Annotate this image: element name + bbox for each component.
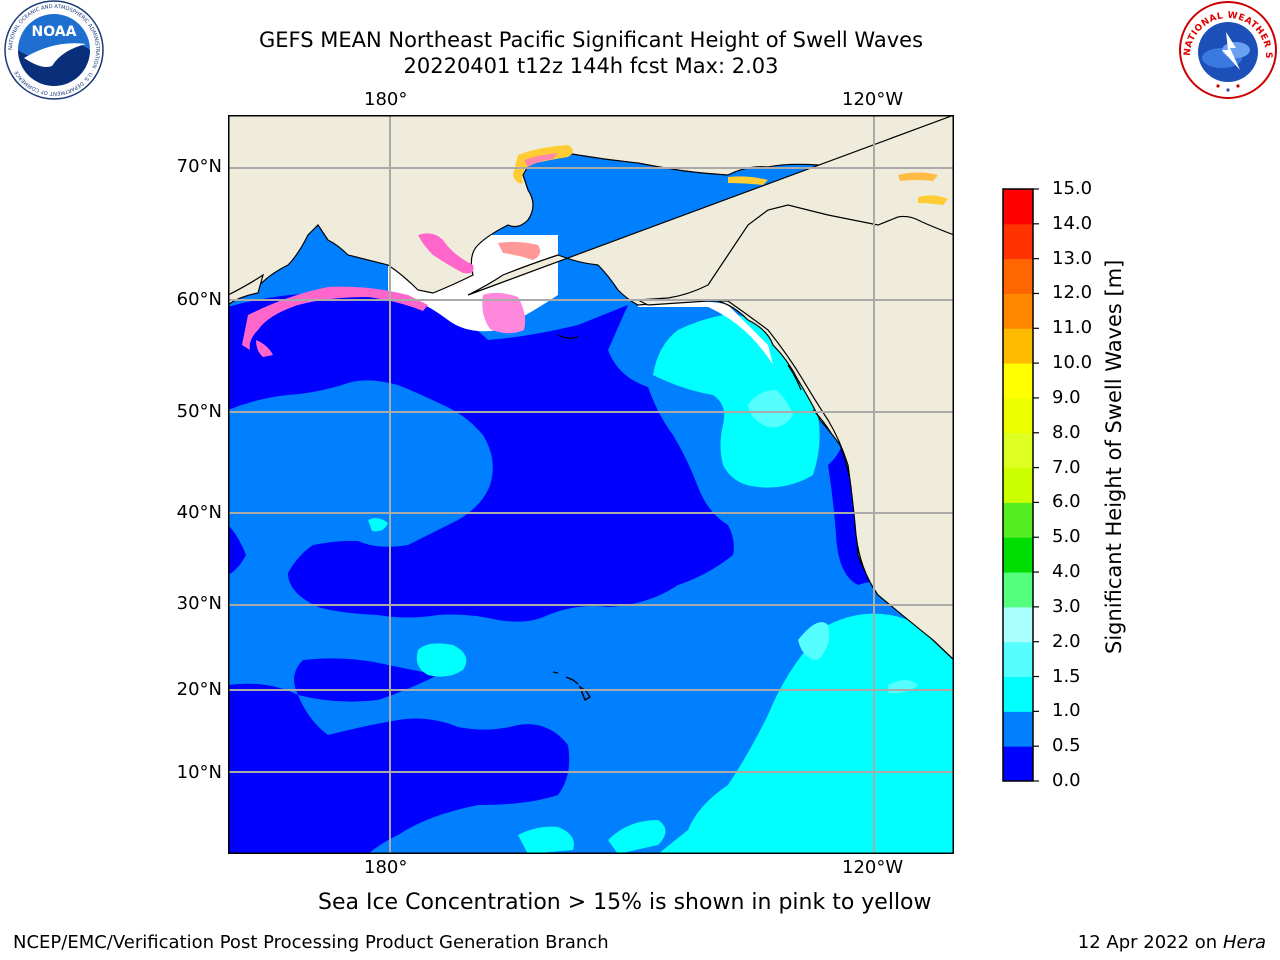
wave-band-mid-patch-1 [416,643,467,677]
noaa-wordmark: NOAA [32,24,77,40]
colorbar-band [1003,223,1033,260]
colorbar-tick-label: 15.0 [1052,178,1093,199]
lon-label-bottom-120w: 120°W [842,857,904,878]
sea-ice-chukchi-2 [524,153,558,167]
colorbar-band [1003,572,1033,608]
footer-host: Hera [1222,932,1266,953]
land-alaska-siberia [228,115,954,296]
sea-ice-kamchatka [256,340,273,357]
footer-date-text: 12 Apr 2022 on [1077,932,1223,953]
land-hawaii-2 [565,676,579,685]
colorbar-tick-label: 3.0 [1052,595,1081,617]
colorbar-band [1003,502,1033,538]
chart-subtitle: 20220401 t12z 144h fcst Max: 2.03 [403,54,779,78]
map-panel [228,115,954,858]
colorbar-band [1003,641,1033,678]
lat-label-20n: 20°N [176,679,222,700]
wave-band-low-north [228,293,734,622]
map-frame [228,115,954,854]
lon-label-bottom-180: 180° [364,857,408,878]
colorbar-band [1003,467,1033,503]
sea-ice-norton-2 [498,241,541,260]
lat-label-50n: 50°N [176,401,222,422]
colorbar-band [1003,397,1033,434]
sea-ice-note-text: Sea Ice Concentration > 15% is shown in … [318,890,932,915]
colorbar-tick-label: 1.5 [1052,665,1081,687]
colorbar-band [1003,363,1033,399]
graticule [228,115,954,854]
colorbar-label: Significant Height of Swell Waves [m] [1102,259,1126,654]
colorbar-tick-label: 6.0 [1052,491,1081,513]
sea-ice-chukchi-1 [513,145,573,184]
colorbar-frame [1002,188,1034,782]
sea-ice [242,145,948,357]
land-chukotka-cape [228,273,265,306]
wave-band-mid-swell [653,314,820,488]
colorbar-tick-label: 10.0 [1052,352,1093,374]
colorbar-band [1003,746,1033,782]
lat-label-40n: 40°N [176,502,222,523]
lat-label-10n: 10°N [176,762,222,783]
wave-band-mid-east [658,613,954,854]
land-aleutian-1 [557,334,579,339]
lat-label-60n: 60°N [176,289,222,310]
wave-band-low-south [228,683,570,854]
colorbar-tick-label: 14.0 [1052,212,1093,234]
sea-ice-arctic-east [898,172,938,181]
nws-logo: NATIONAL WEATHER SERVICE [1174,0,1278,104]
sea-ice-bristol [482,292,526,334]
colorbar-band [1003,293,1033,329]
chart-title: GEFS MEAN Northeast Pacific Significant … [258,28,924,52]
sea-ice-arctic-east-2 [918,195,948,205]
colorbar-tick-label: 11.0 [1052,317,1093,339]
colorbar-band [1003,676,1033,712]
colorbar-tick-label: 5.0 [1052,526,1081,548]
colorbar-tick-label: 1.0 [1052,700,1081,722]
wave-band-high-1 [748,390,793,428]
colorbar-tick-label: 2.0 [1052,630,1081,652]
footer-date: 12 Apr 2022 on Hera [1078,932,1266,953]
colorbar-tick-label: 13.0 [1052,247,1093,269]
wave-band-mid-patch-4 [368,518,388,532]
colorbar-band [1003,328,1033,364]
colorbar-band [1003,189,1033,225]
lat-label-70n: 70°N [176,156,222,177]
wave-band-mid-patch-2 [518,826,574,854]
ocean-mask-coast [638,301,773,365]
colorbar-tick-label: 7.0 [1052,456,1081,478]
lat-label-30n: 30°N [176,593,222,614]
wave-band-low-north-2 [228,410,246,575]
lon-label-top-180: 180° [364,89,408,110]
land-hawaii-1 [552,671,559,674]
colorbar-band [1003,432,1033,469]
colorbar-band [1003,258,1033,294]
noaa-logo: NATIONAL OCEANIC AND ATMOSPHERIC ADMINIS… [2,0,106,104]
sea-ice-norton [418,233,474,274]
colorbar-band [1003,606,1033,643]
wave-band-high-2 [798,622,830,660]
wave-band-mid-patch-3 [608,820,666,854]
colorbar-band [1003,537,1033,573]
colorbar-tick-label: 9.0 [1052,386,1081,408]
sea-ice-bering [242,286,428,350]
colorbar-tick-label: 0.0 [1052,770,1081,791]
colorbar-band [1003,711,1033,747]
colorbar [1002,188,1042,786]
sea-ice-beaufort [728,176,768,185]
colorbar-tick-label: 8.0 [1052,421,1081,443]
colorbar-tick-label: 0.5 [1052,735,1081,757]
colorbar-tick-label: 4.0 [1052,561,1081,583]
colorbar-tick-label: 12.0 [1052,282,1093,304]
footer-credit: NCEP/EMC/Verification Post Processing Pr… [13,932,609,953]
lon-label-top-120w: 120°W [842,89,904,110]
